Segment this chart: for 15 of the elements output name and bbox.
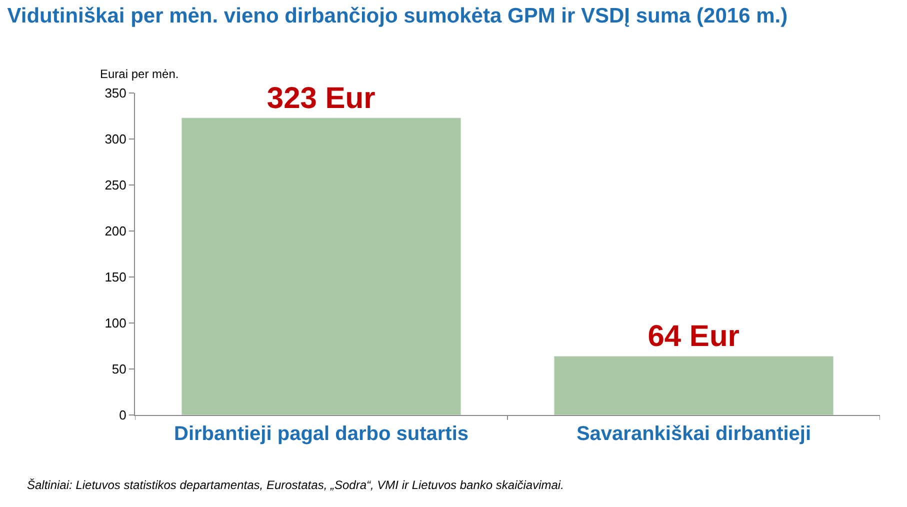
text: Šaltiniai: Lietuvos statistikos departamentas, Eurostatas, „Sodra“, VMI ir Lietuvos banko skaičiavimai.	[27, 478, 564, 492]
data-label: 323 Eur	[266, 82, 376, 115]
y-tick-label: 200	[104, 224, 126, 239]
y-tick-label: 250	[104, 178, 126, 193]
x-tick-label: Savarankiškai dirbantieji	[576, 423, 812, 445]
chart-title: Vidutiniškai per mėn. vieno dirbančiojo sumokėta GPM ir VSDĮ suma (2016 m.)	[7, 4, 788, 28]
y-tick-label: 350	[104, 86, 126, 101]
y-tick-label: 0	[119, 408, 126, 423]
y-tick-label: 50	[112, 362, 126, 377]
y-tick-label: 150	[104, 270, 126, 285]
y-tick-label: 300	[104, 132, 126, 147]
data-label: 64 Eur	[648, 320, 740, 354]
y-axis-title: Eurai per mėn.	[100, 67, 179, 81]
y-tick-label: 100	[104, 316, 126, 331]
x-tick-label: Dirbantieji pagal darbo sutartis	[174, 423, 469, 445]
